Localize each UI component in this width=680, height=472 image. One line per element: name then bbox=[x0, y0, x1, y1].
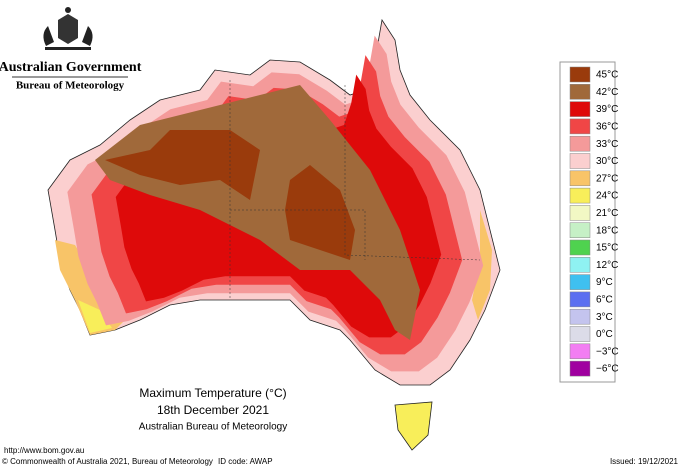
legend-label: 42°C bbox=[596, 87, 618, 98]
legend-label: 33°C bbox=[596, 139, 618, 150]
legend-swatch bbox=[569, 257, 591, 273]
legend-label: 36°C bbox=[596, 122, 618, 133]
footer-issued: Issued: 19/12/2021 bbox=[610, 457, 679, 466]
temperature-map bbox=[47, 18, 501, 451]
tasmania bbox=[394, 401, 433, 451]
legend-swatch bbox=[569, 84, 591, 100]
legend-label: −3°C bbox=[596, 346, 619, 357]
legend-label: 45°C bbox=[596, 70, 618, 81]
legend-label: 21°C bbox=[596, 208, 618, 219]
legend-label: 0°C bbox=[596, 329, 613, 340]
legend-swatch bbox=[569, 239, 591, 256]
legend-swatch bbox=[569, 153, 591, 169]
legend-swatch bbox=[569, 66, 591, 83]
crest bbox=[43, 7, 93, 50]
legend-swatch bbox=[569, 205, 591, 221]
legend-swatch bbox=[569, 187, 591, 204]
sw-mild-band bbox=[78, 300, 112, 333]
legend-label: 24°C bbox=[596, 191, 618, 202]
legend-label: 15°C bbox=[596, 243, 618, 254]
legend-swatch bbox=[569, 308, 591, 325]
map-source: Australian Bureau of Meteorology bbox=[139, 422, 287, 433]
footer-id: ID code: AWAP bbox=[218, 457, 273, 466]
bureau-name: Bureau of Meteorology bbox=[16, 80, 125, 92]
legend-label: 12°C bbox=[596, 260, 618, 271]
legend-label: 6°C bbox=[596, 295, 613, 306]
legend-swatch bbox=[569, 360, 591, 377]
legend-label: 27°C bbox=[596, 173, 618, 184]
legend-swatch bbox=[569, 274, 591, 290]
state-borders bbox=[229, 80, 481, 300]
map-date: 18th December 2021 bbox=[157, 403, 269, 417]
footer-copyright: © Commonwealth of Australia 2021, Bureau… bbox=[2, 457, 213, 466]
legend-label: 39°C bbox=[596, 104, 618, 115]
legend-label: 18°C bbox=[596, 225, 618, 236]
legend-swatch bbox=[569, 222, 591, 238]
legend-swatch bbox=[569, 326, 591, 342]
legend: 45°C 42°C 39°C 36°C 33°C 30°C 27°C 24°C 21°C 18°C… bbox=[569, 66, 619, 377]
legend-label: 30°C bbox=[596, 156, 618, 167]
legend-label: 9°C bbox=[596, 277, 613, 288]
legend-swatch bbox=[569, 118, 591, 135]
legend-swatch bbox=[569, 343, 591, 360]
legend-swatch bbox=[569, 135, 591, 152]
footer-url: http://www.bom.gov.au bbox=[4, 446, 84, 455]
legend-swatch bbox=[569, 170, 591, 187]
legend-label: −6°C bbox=[596, 364, 619, 375]
legend-swatch bbox=[569, 101, 591, 117]
map-title: Maximum Temperature (°C) bbox=[139, 386, 286, 400]
legend-swatch bbox=[569, 291, 591, 308]
heat-peak bbox=[105, 130, 355, 260]
government-name: Australian Government bbox=[0, 60, 142, 75]
legend-label: 3°C bbox=[596, 312, 613, 323]
